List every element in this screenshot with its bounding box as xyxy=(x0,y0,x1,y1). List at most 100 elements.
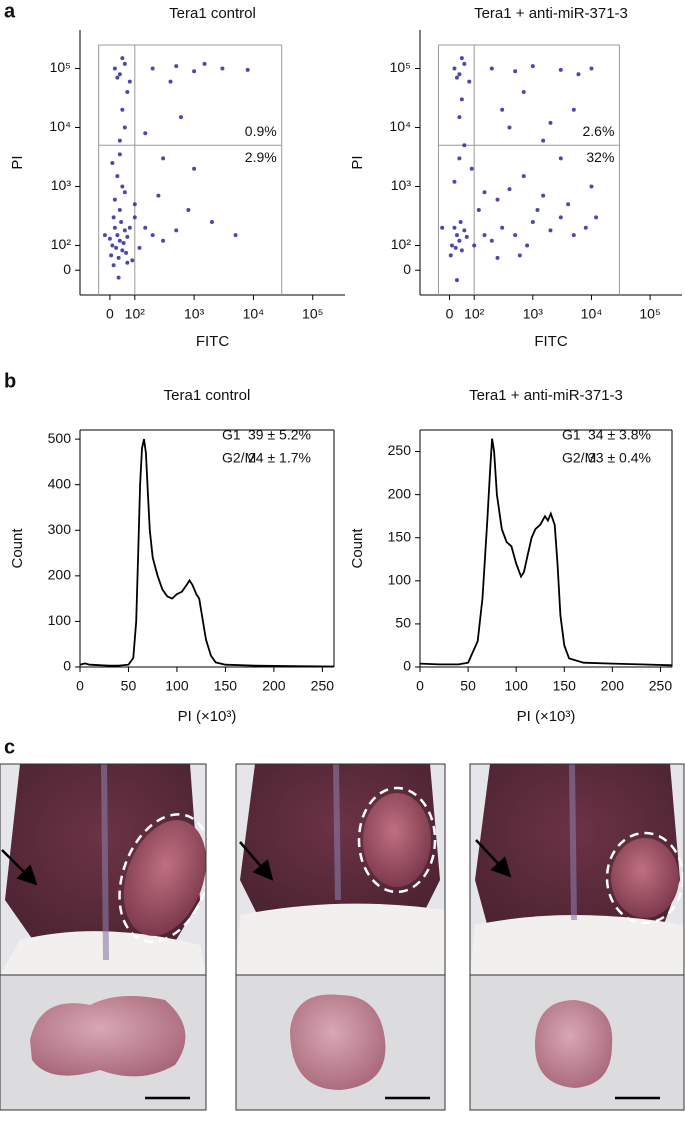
y-axis-label: PI xyxy=(349,155,366,169)
x-tick-label: 10⁴ xyxy=(243,306,265,322)
data-point xyxy=(178,115,183,120)
x-axis-label: PI (×10³) xyxy=(178,708,237,725)
data-point xyxy=(482,233,487,238)
data-point xyxy=(558,156,563,161)
x-tick-label: 250 xyxy=(649,678,673,694)
data-point xyxy=(114,245,119,250)
y-tick-label: 300 xyxy=(48,521,72,537)
data-point xyxy=(156,193,161,198)
y-tick-label: 250 xyxy=(388,442,412,458)
data-point xyxy=(202,61,207,66)
data-point xyxy=(122,228,127,233)
data-point xyxy=(161,156,166,161)
data-point xyxy=(541,138,546,143)
data-point xyxy=(459,56,464,61)
data-point xyxy=(116,255,121,260)
data-point xyxy=(117,207,122,212)
data-point xyxy=(115,174,120,179)
y-tick-label: 10⁴ xyxy=(49,118,71,134)
data-point xyxy=(127,225,132,230)
x-tick-label: 150 xyxy=(214,678,238,694)
data-point xyxy=(174,64,179,69)
data-point xyxy=(192,166,197,171)
data-point xyxy=(132,215,137,220)
data-point xyxy=(112,225,117,230)
data-point xyxy=(124,250,129,255)
y-tick-label: 100 xyxy=(48,612,72,628)
data-point xyxy=(500,107,505,112)
data-point xyxy=(107,236,112,241)
y-tick-label: 10² xyxy=(391,236,412,252)
data-point xyxy=(457,156,462,161)
stat-value: 24 ± 1.7% xyxy=(248,450,311,466)
data-point xyxy=(459,248,464,253)
data-point xyxy=(115,233,120,238)
data-point xyxy=(143,131,148,136)
data-point xyxy=(150,233,155,238)
y-tick-label: 500 xyxy=(48,430,72,446)
data-point xyxy=(120,184,125,189)
chart-title: Tera1 + anti-miR-371-3 xyxy=(469,387,623,404)
data-point xyxy=(566,202,571,207)
y-tick-label: 10³ xyxy=(51,177,72,193)
data-point xyxy=(110,161,115,166)
y-tick-label: 10² xyxy=(51,236,72,252)
x-tick-label: 250 xyxy=(311,678,335,694)
data-point xyxy=(440,225,445,230)
y-tick-label: 100 xyxy=(388,572,412,588)
y-tick-label: 200 xyxy=(388,485,412,501)
x-tick-label: 100 xyxy=(165,678,189,694)
data-point xyxy=(482,190,487,195)
data-point xyxy=(117,152,122,157)
histogram-line xyxy=(419,438,673,667)
data-point xyxy=(452,225,457,230)
data-point xyxy=(192,69,197,74)
data-point xyxy=(110,243,115,248)
data-point xyxy=(120,248,125,253)
data-point xyxy=(530,219,535,224)
data-point xyxy=(125,89,130,94)
data-point xyxy=(102,233,107,238)
data-point xyxy=(507,125,512,130)
y-tick-label: 400 xyxy=(48,475,72,491)
data-point xyxy=(112,66,117,71)
x-tick-label: 10³ xyxy=(184,306,205,322)
data-point xyxy=(464,234,469,239)
y-tick-label: 0 xyxy=(63,658,71,674)
x-axis-label: FITC xyxy=(534,333,567,350)
y-tick-label: 10³ xyxy=(391,177,412,193)
stat-phase: G1 xyxy=(222,427,241,443)
x-tick-label: 10² xyxy=(464,306,485,322)
data-point xyxy=(125,234,130,239)
data-point xyxy=(521,89,526,94)
data-point xyxy=(111,263,116,268)
x-tick-label: 0 xyxy=(76,678,84,694)
data-point xyxy=(168,79,173,84)
stat-phase: G2/M xyxy=(562,450,596,466)
data-point xyxy=(458,219,463,224)
data-point xyxy=(245,67,250,72)
quadrant-percent: 32% xyxy=(586,149,614,165)
data-point xyxy=(521,174,526,179)
x-tick-label: 0 xyxy=(446,306,454,322)
y-axis-label: Count xyxy=(9,528,26,569)
x-tick-label: 10⁵ xyxy=(639,306,660,322)
photo-mouse xyxy=(0,763,212,1111)
x-tick-label: 10² xyxy=(125,306,146,322)
y-tick-label: 50 xyxy=(395,615,411,631)
data-point xyxy=(117,72,122,77)
data-point xyxy=(209,219,214,224)
x-axis-label: PI (×10³) xyxy=(517,708,576,725)
data-point xyxy=(174,228,179,233)
data-point xyxy=(117,238,122,243)
data-point xyxy=(513,69,518,74)
data-point xyxy=(462,61,467,66)
data-point xyxy=(454,233,459,238)
data-point xyxy=(594,215,599,220)
data-point xyxy=(119,219,124,224)
data-point xyxy=(535,207,540,212)
data-point xyxy=(120,107,125,112)
data-point xyxy=(476,207,481,212)
data-point xyxy=(589,184,594,189)
x-tick-label: 200 xyxy=(601,678,625,694)
